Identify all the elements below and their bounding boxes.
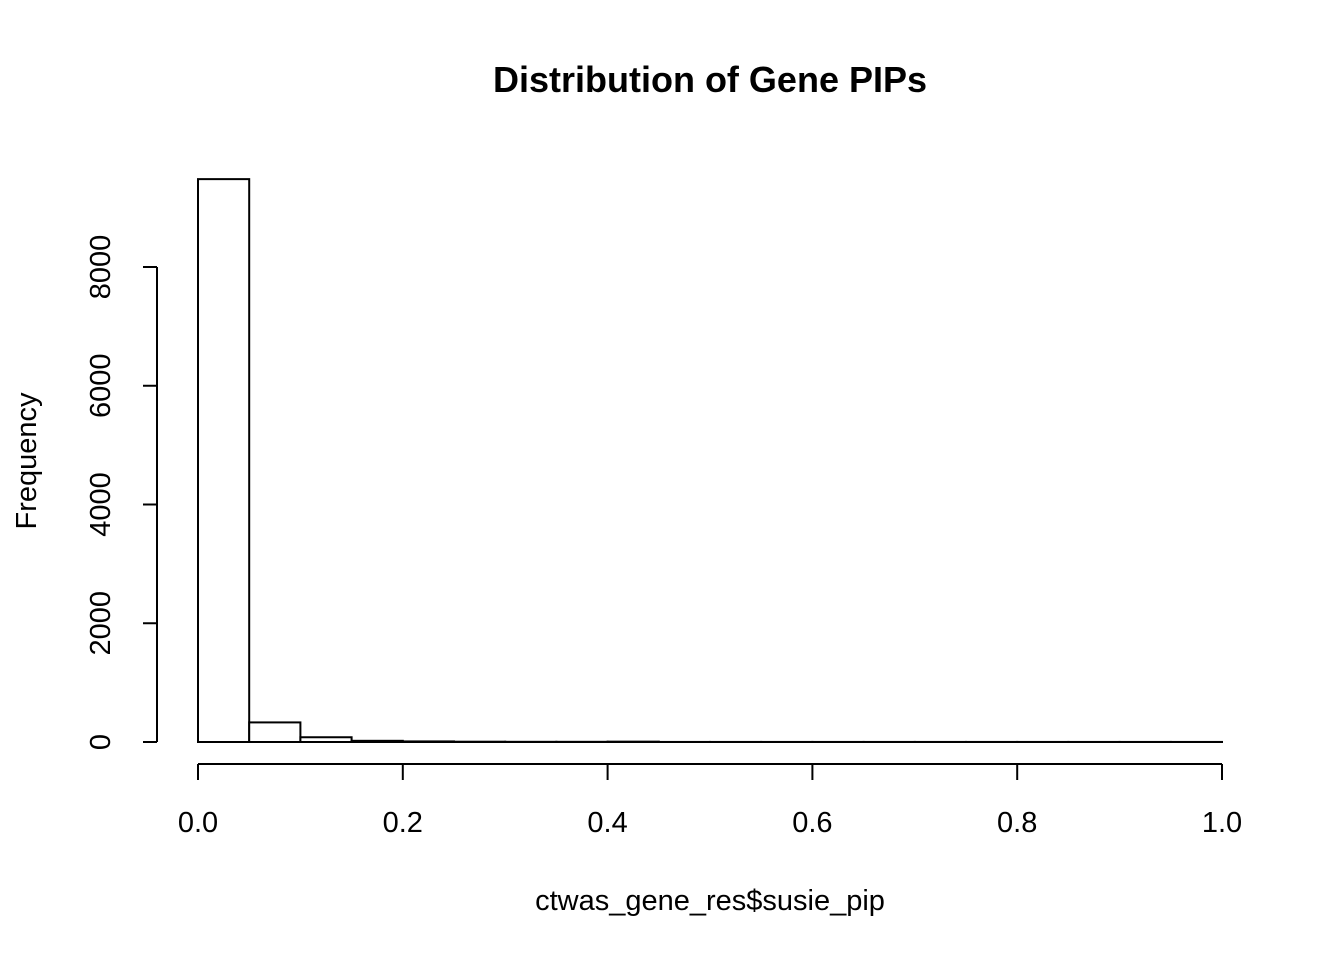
y-axis-label: Frequency: [11, 392, 43, 530]
y-tick-label: 4000: [85, 472, 117, 537]
x-tick-label: 0.8: [997, 807, 1037, 839]
bars-group: [197, 178, 1224, 744]
histogram-bar: [299, 736, 353, 743]
histogram-bar: [197, 178, 251, 743]
histogram-bar: [350, 739, 404, 743]
x-tick-label: 0.4: [587, 807, 627, 839]
histogram-bar: [401, 740, 455, 743]
histogram-bar: [248, 721, 302, 743]
x-tick-label: 0.2: [383, 807, 423, 839]
x-axis-label: ctwas_gene_res$susie_pip: [535, 885, 885, 917]
x-tick-label: 1.0: [1202, 807, 1242, 839]
chart-title: Distribution of Gene PIPs: [493, 59, 927, 100]
y-axis: 0 2000 4000 6000 8000: [85, 235, 158, 750]
x-tick-label: 0.0: [178, 807, 218, 839]
y-tick-label: 0: [85, 734, 117, 750]
y-tick-label: 6000: [85, 353, 117, 418]
y-tick-label: 2000: [85, 591, 117, 656]
y-tick-label: 8000: [85, 235, 117, 300]
x-axis: 0.0 0.2 0.4 0.6 0.8 1.0: [178, 763, 1242, 839]
x-tick-label: 0.6: [792, 807, 832, 839]
